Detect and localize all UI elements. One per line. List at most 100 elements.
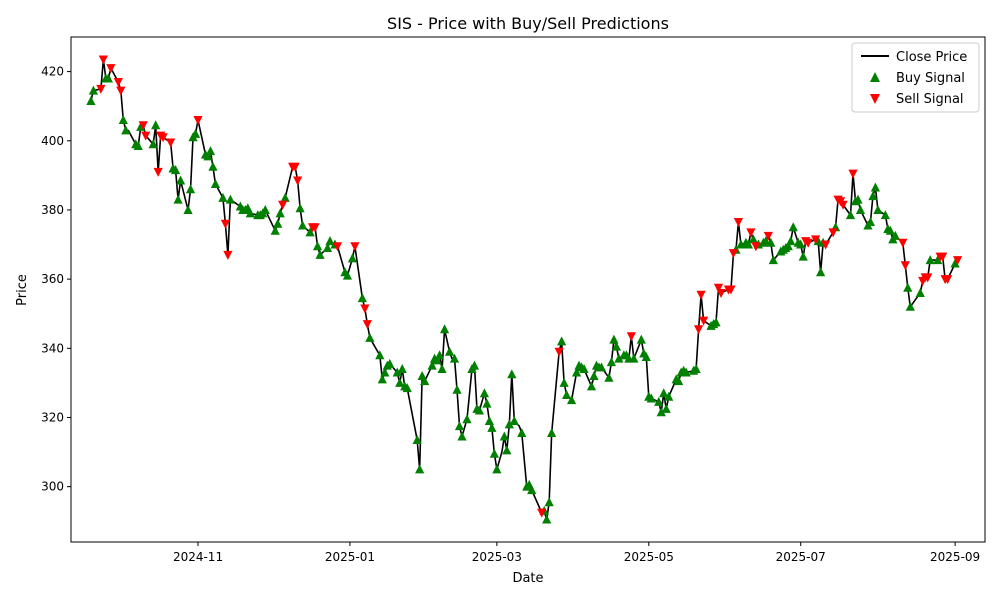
buy-signal-point: [260, 204, 270, 214]
buy-signal-point: [743, 239, 754, 249]
buy-signal-point: [325, 236, 335, 246]
buy-signal-point: [646, 393, 656, 403]
legend-sell-label: Sell Signal: [896, 92, 964, 107]
sell-signal-point: [728, 249, 739, 259]
buy-signal-point: [457, 431, 467, 441]
buy-signal-point: [557, 336, 567, 346]
buy-signal-point: [420, 376, 430, 386]
sell-signal-point: [116, 86, 126, 96]
sell-signal-point: [746, 228, 756, 238]
buy-signal-point: [855, 204, 866, 214]
buy-signal-point: [950, 258, 960, 268]
buy-signal-point: [444, 346, 455, 356]
buy-signal-point: [183, 204, 193, 214]
buy-signal-point: [427, 360, 437, 370]
buy-signal-point: [636, 334, 646, 344]
buy-signal-point: [489, 448, 499, 458]
legend: Close Price Buy Signal Sell Signal: [851, 42, 980, 113]
buy-signal-point: [432, 355, 442, 365]
buy-signal-point: [270, 225, 280, 235]
buy-signal-point: [452, 384, 462, 394]
buy-signal-point: [865, 217, 876, 227]
buy-signal-point: [915, 287, 925, 297]
buy-signal-point: [462, 414, 472, 424]
sell-signal-point: [362, 320, 372, 330]
y-tick-label: 400: [41, 134, 64, 148]
sell-signal-point: [726, 285, 736, 295]
buy-signal-point: [542, 514, 552, 524]
buy-signal-point: [509, 415, 519, 425]
buy-signal-point: [783, 241, 793, 251]
buy-signal-point: [517, 428, 527, 438]
buy-signal-point: [890, 230, 900, 240]
buy-signal-point: [469, 360, 480, 370]
sell-signal-point: [193, 116, 203, 126]
x-tick-label: 2024-11: [173, 550, 223, 564]
legend-close-label: Close Price: [896, 50, 967, 65]
sell-signal-point: [310, 223, 320, 233]
buy-signal-point: [365, 332, 375, 342]
sell-signal-point: [696, 290, 706, 300]
sell-signal-point: [716, 288, 726, 298]
buy-signal-point: [208, 161, 218, 171]
buy-signal-point: [609, 334, 619, 344]
buy-signal-point: [449, 353, 460, 363]
buy-signal-point: [504, 419, 514, 429]
buy-signal-point: [933, 255, 943, 265]
sell-signal-point: [158, 133, 168, 143]
buy-signal-point: [629, 353, 639, 363]
buy-signal-point: [342, 270, 353, 280]
y-tick-label: 360: [41, 272, 64, 286]
buy-signal-point: [544, 497, 554, 507]
buy-signal-point: [614, 353, 624, 363]
x-axis-title: Date: [512, 571, 543, 586]
buy-signal-point: [434, 350, 445, 360]
sell-signal-point: [141, 131, 151, 141]
sell-signal-point: [96, 84, 106, 94]
buy-signal-point: [661, 403, 671, 413]
sell-signal-point: [763, 231, 773, 241]
buy-signal-point: [586, 381, 597, 391]
sell-signal-point: [923, 273, 933, 283]
buy-signal-point: [88, 85, 99, 95]
buy-signal-point: [873, 204, 883, 214]
buy-signal-point: [611, 341, 622, 351]
buy-signal-point: [761, 236, 771, 246]
close-price-line: [90, 58, 959, 521]
buy-signal-point: [674, 376, 684, 386]
buy-signal-point: [527, 485, 537, 495]
sell-signal-point: [898, 238, 908, 248]
buy-signal-point: [151, 120, 161, 130]
sell-signal-point: [350, 242, 360, 252]
buy-signal-point: [691, 364, 701, 374]
buy-signal-point: [245, 208, 255, 218]
buy-signal-point: [484, 415, 494, 425]
buy-signal-point: [121, 125, 131, 135]
sell-signal-point: [290, 162, 300, 172]
buy-signal-point: [492, 464, 502, 474]
buy-signal-point: [103, 73, 113, 83]
buy-signal-point: [816, 267, 826, 277]
buy-signal-point: [562, 389, 572, 399]
y-tick-label: 380: [41, 203, 64, 217]
sell-signal-point: [153, 167, 163, 177]
buy-signal-point: [654, 396, 664, 406]
buy-signal-point: [357, 293, 367, 303]
buy-signal-point: [748, 234, 758, 244]
legend-buy-swatch: [870, 72, 880, 82]
y-axis-title: Price: [15, 274, 30, 306]
buy-signal-point: [275, 208, 285, 218]
x-tick-label: 2025-03: [472, 550, 522, 564]
buy-signal-point: [225, 194, 235, 204]
buy-signal-point: [606, 357, 617, 367]
sell-signal-point: [98, 55, 108, 65]
buy-signal-point: [280, 192, 290, 202]
buy-signal-point: [868, 191, 878, 201]
buy-signal-point: [502, 445, 512, 455]
buy-signal-point: [402, 383, 412, 393]
buy-signal-point: [203, 151, 213, 161]
buy-signal-point: [559, 377, 569, 387]
buy-signal-point: [380, 367, 390, 377]
sell-signal-point: [811, 235, 821, 245]
